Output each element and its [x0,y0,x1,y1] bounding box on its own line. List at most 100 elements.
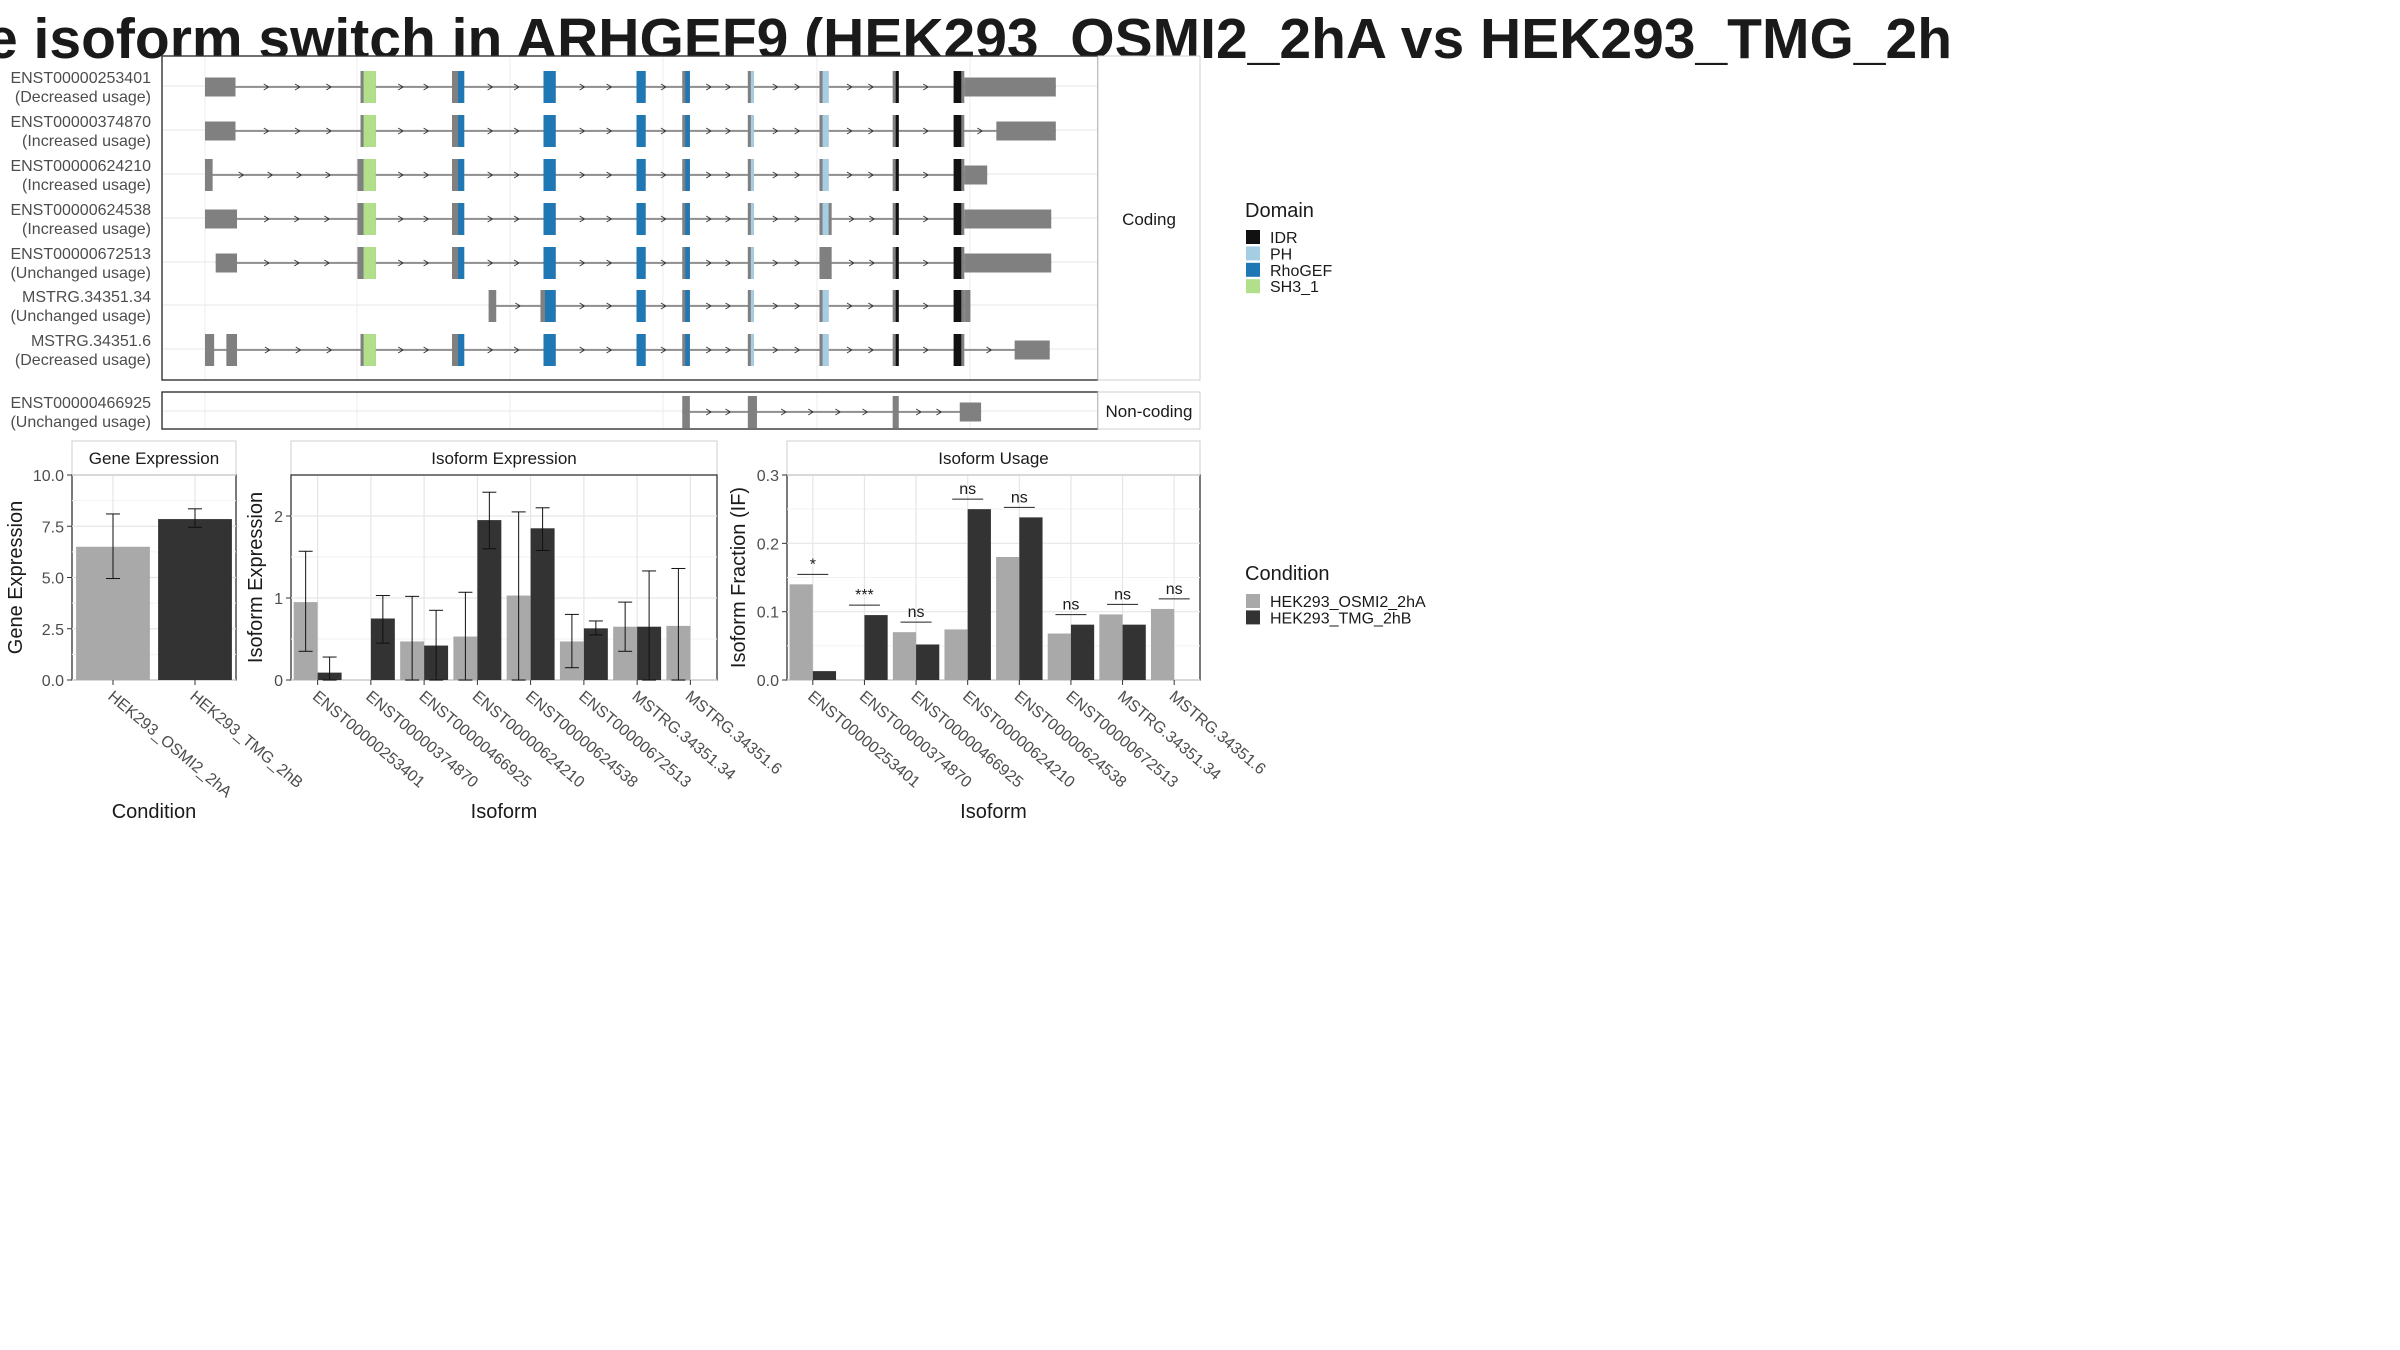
bar-tmg [530,528,555,680]
bar-tmg [916,644,940,680]
intron-arrow [725,259,732,267]
domain-rhogef [458,159,465,191]
intron-arrow [846,127,853,135]
intron-arrow [922,346,930,354]
intron-arrow [660,215,667,223]
domain-idr [953,290,962,322]
bar-tmg [864,615,888,680]
domain-rhogef [458,247,465,279]
intron-arrow [725,83,732,91]
domain-idr [895,290,899,322]
intron-arrow [238,171,245,179]
domain-ph [750,203,754,235]
intron-arrow [579,171,586,179]
intron-arrow [397,259,405,267]
intron-arrow [397,171,405,179]
transcript-usage: (Decreased usage) [15,352,151,369]
intron-arrow [772,215,779,223]
legend-key-sh3-1 [1246,279,1260,294]
legend-key-condition [1246,594,1260,608]
intron-arrow [922,127,930,135]
intron-arrow [660,259,667,267]
intron-arrow [606,259,613,267]
exon [959,402,982,422]
domain-idr [895,71,899,103]
significance-label: * [810,556,816,573]
intron-arrow [324,215,331,223]
domain-ph [822,290,829,322]
domain-ph [750,290,754,322]
domain-rhogef [636,71,646,103]
intron-arrow [267,171,274,179]
intron-arrow [846,171,853,179]
intron-arrow [423,171,430,179]
intron-arrow [606,346,613,354]
significance-label: ns [959,481,976,498]
intron-arrow [579,127,586,135]
intron-arrow [868,127,875,135]
bar-osmi2 [1099,614,1123,680]
intron-arrow [725,127,732,135]
intron-arrow [660,302,667,310]
exon [892,396,899,428]
domain-ph [822,71,829,103]
exon [996,121,1056,141]
transcript-id: ENST00000624538 [10,202,151,219]
domain-idr [895,247,899,279]
exon [964,290,971,322]
intron-arrow [513,346,520,354]
bar-osmi2 [613,626,638,680]
intron-arrow [705,171,713,179]
intron-arrow [794,259,801,267]
exon [205,77,236,97]
transcript-id: MSTRG.34351.6 [31,333,151,350]
intron-arrow [606,302,613,310]
intron-arrow [772,302,779,310]
transcript-usage: (Increased usage) [22,221,151,238]
bar-osmi2 [892,632,917,680]
exon [205,334,215,366]
intron-arrow [660,171,667,179]
intron-arrow [294,259,301,267]
intron-arrow [606,215,613,223]
facet-label-coding: Coding [1122,210,1176,229]
transcript-usage: (Unchanged usage) [10,414,151,431]
intron-arrow [772,127,779,135]
intron-arrow [397,346,405,354]
exon [682,396,690,428]
intron-arrow [794,83,801,91]
domain-idr [953,71,962,103]
intron-arrow [263,215,271,223]
bar-osmi2 [944,629,968,680]
intron-arrow [513,171,520,179]
exon [488,290,497,322]
significance-label: ns [1062,597,1079,614]
domain-sh3-1 [363,247,376,279]
legend-key-idr [1246,230,1260,244]
legend-label-condition: HEK293_TMG_2hB [1270,610,1411,627]
y-tick-label: 0.2 [757,536,779,553]
legend-title-domain: Domain [1245,200,1314,222]
intron-arrow [725,215,732,223]
intron-arrow [513,83,520,91]
transcript-usage: (Unchanged usage) [10,265,151,282]
exon [964,165,988,185]
y-tick-label: 2.5 [42,622,64,639]
legend-label-domain: PH [1270,246,1292,263]
intron-arrow [780,408,787,416]
exon [205,209,238,229]
intron-arrow [295,346,302,354]
exon [1014,340,1050,360]
intron-arrow [326,127,333,135]
intron-arrow [862,408,869,416]
bar-tmg [967,509,991,680]
y-axis-title: Isoform Fraction (IF) [728,487,750,668]
intron-arrow [868,83,875,91]
intron-arrow [397,215,405,223]
intron-arrow [423,346,430,354]
intron-arrow [263,259,271,267]
bar-tmg [1070,624,1095,680]
intron-arrow [423,215,430,223]
domain-rhogef [685,334,690,366]
y-tick-label: 2 [274,509,283,526]
